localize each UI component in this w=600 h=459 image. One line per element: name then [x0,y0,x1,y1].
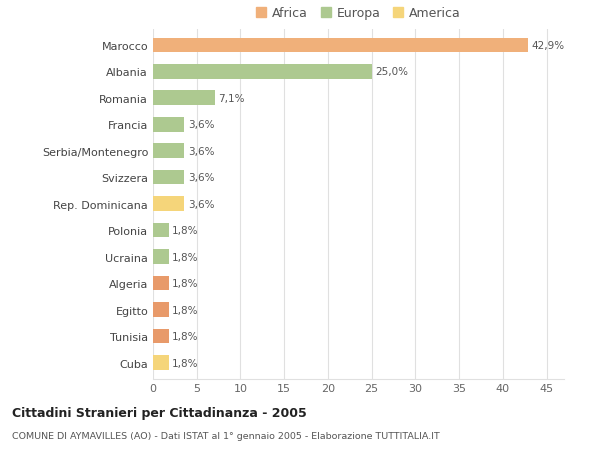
Bar [153,39,528,53]
Text: 3,6%: 3,6% [188,120,214,130]
Bar [153,65,371,79]
Bar [153,91,215,106]
Bar [153,302,169,317]
Bar [153,171,184,185]
Text: Cittadini Stranieri per Cittadinanza - 2005: Cittadini Stranieri per Cittadinanza - 2… [12,406,307,419]
Text: 1,8%: 1,8% [172,252,199,262]
Text: 42,9%: 42,9% [532,41,565,50]
Text: 1,8%: 1,8% [172,331,199,341]
Text: 1,8%: 1,8% [172,226,199,235]
Text: 1,8%: 1,8% [172,358,199,368]
Legend: Africa, Europa, America: Africa, Europa, America [256,7,461,20]
Bar [153,329,169,344]
Text: 3,6%: 3,6% [188,146,214,157]
Bar [153,118,184,132]
Text: 3,6%: 3,6% [188,173,214,183]
Text: 3,6%: 3,6% [188,199,214,209]
Bar [153,250,169,264]
Bar [153,197,184,212]
Bar [153,224,169,238]
Text: 1,8%: 1,8% [172,305,199,315]
Text: COMUNE DI AYMAVILLES (AO) - Dati ISTAT al 1° gennaio 2005 - Elaborazione TUTTITA: COMUNE DI AYMAVILLES (AO) - Dati ISTAT a… [12,431,440,441]
Bar [153,144,184,159]
Text: 7,1%: 7,1% [218,94,245,104]
Bar [153,276,169,291]
Text: 25,0%: 25,0% [375,67,408,77]
Bar [153,356,169,370]
Text: 1,8%: 1,8% [172,279,199,289]
